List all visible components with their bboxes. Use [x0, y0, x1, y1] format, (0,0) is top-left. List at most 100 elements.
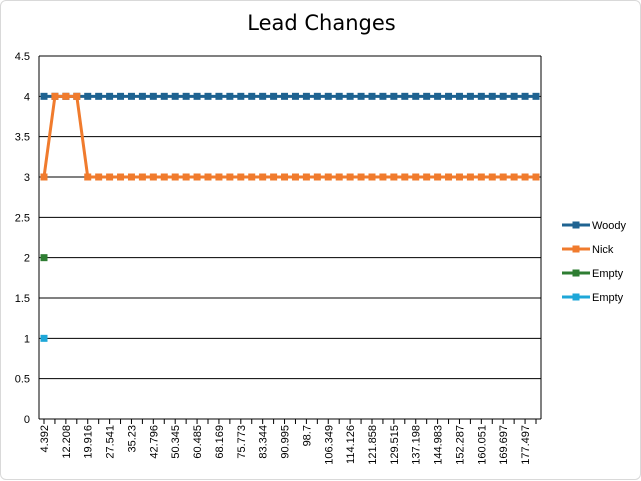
- chart-title: Lead Changes: [247, 11, 396, 35]
- data-point: [40, 334, 48, 342]
- legend-label-3: Empty: [592, 292, 624, 304]
- data-point: [51, 92, 59, 100]
- x-tick-label: 129.515: [389, 425, 401, 465]
- data-point: [84, 173, 92, 181]
- y-tick-label: 1: [24, 333, 30, 345]
- data-point: [346, 173, 354, 181]
- x-tick-label: 169.697: [498, 425, 510, 465]
- data-point: [357, 173, 365, 181]
- x-tick-label: 121.858: [367, 425, 379, 465]
- legend-marker-0: [572, 221, 580, 229]
- data-point: [138, 92, 146, 100]
- x-tick-label: 68.169: [214, 425, 226, 459]
- x-tick-label: 160.051: [476, 425, 488, 465]
- data-point: [291, 92, 299, 100]
- data-point: [117, 92, 125, 100]
- data-point: [302, 173, 310, 181]
- x-tick-label: 152.287: [454, 425, 466, 465]
- data-point: [259, 173, 267, 181]
- x-tick-label: 19.916: [83, 425, 95, 459]
- data-point: [226, 173, 234, 181]
- legend-label-1: Nick: [592, 244, 614, 256]
- data-point: [160, 92, 168, 100]
- data-point: [117, 173, 125, 181]
- data-point: [215, 92, 223, 100]
- x-tick-label: 114.126: [345, 425, 357, 464]
- data-point: [401, 92, 409, 100]
- data-point: [477, 173, 485, 181]
- legend-marker-2: [572, 269, 580, 277]
- y-tick-label: 3.5: [15, 132, 30, 144]
- x-tick-label: 144.983: [433, 425, 445, 465]
- x-tick-label: 75.773: [236, 425, 248, 459]
- legend-label-2: Empty: [592, 268, 624, 280]
- data-point: [324, 173, 332, 181]
- data-point: [346, 92, 354, 100]
- data-point: [335, 173, 343, 181]
- data-point: [521, 92, 529, 100]
- y-tick-label: 2.5: [15, 212, 30, 224]
- data-point: [281, 173, 289, 181]
- data-point: [182, 92, 190, 100]
- data-point: [237, 92, 245, 100]
- data-point: [455, 173, 463, 181]
- legend-marker-3: [572, 293, 580, 301]
- data-point: [149, 173, 157, 181]
- data-point: [259, 92, 267, 100]
- data-point: [357, 92, 365, 100]
- data-point: [95, 173, 103, 181]
- data-point: [510, 173, 518, 181]
- data-point: [95, 92, 103, 100]
- x-tick-label: 90.995: [280, 425, 292, 459]
- y-tick-label: 1.5: [15, 293, 30, 305]
- data-point: [390, 173, 398, 181]
- data-point: [237, 173, 245, 181]
- x-tick-label: 35.23: [126, 425, 138, 453]
- x-tick-label: 60.485: [192, 425, 204, 459]
- data-point: [532, 92, 540, 100]
- data-point: [40, 173, 48, 181]
- data-point: [127, 173, 135, 181]
- data-point: [466, 173, 474, 181]
- x-tick-label: 50.345: [170, 425, 182, 459]
- data-point: [401, 173, 409, 181]
- data-point: [324, 92, 332, 100]
- data-point: [412, 92, 420, 100]
- legend-label-0: Woody: [592, 220, 627, 232]
- data-point: [313, 173, 321, 181]
- x-tick-label: 12.208: [61, 425, 73, 459]
- y-tick-label: 0.5: [15, 374, 30, 386]
- data-point: [40, 92, 48, 100]
- data-point: [423, 92, 431, 100]
- data-point: [193, 173, 201, 181]
- data-point: [532, 173, 540, 181]
- data-point: [368, 173, 376, 181]
- data-point: [226, 92, 234, 100]
- x-tick-label: 98.7: [301, 425, 313, 446]
- data-point: [248, 173, 256, 181]
- data-point: [182, 173, 190, 181]
- data-point: [477, 92, 485, 100]
- data-point: [521, 173, 529, 181]
- data-point: [204, 92, 212, 100]
- data-point: [40, 254, 48, 262]
- data-point: [434, 92, 442, 100]
- data-point: [215, 173, 223, 181]
- y-tick-label: 0: [24, 414, 30, 426]
- data-point: [302, 92, 310, 100]
- data-point: [248, 92, 256, 100]
- y-tick-label: 4: [24, 91, 30, 103]
- series-line-1: [42, 94, 536, 179]
- y-tick-label: 3: [24, 172, 30, 184]
- x-tick-label: 177.497: [520, 425, 532, 465]
- legend-marker-1: [572, 245, 580, 253]
- data-point: [445, 173, 453, 181]
- data-point: [488, 92, 496, 100]
- x-tick-label: 137.198: [411, 425, 423, 465]
- data-point: [160, 173, 168, 181]
- data-point: [455, 92, 463, 100]
- data-point: [499, 92, 507, 100]
- data-point: [488, 173, 496, 181]
